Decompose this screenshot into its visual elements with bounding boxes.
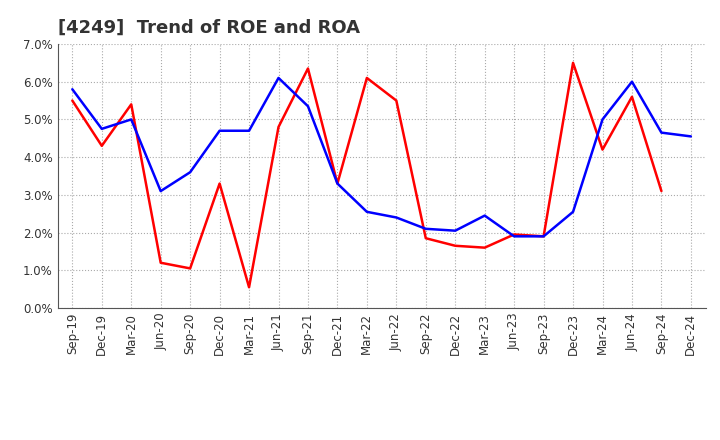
ROE xyxy=(363,75,372,81)
ROE xyxy=(97,143,106,148)
ROE xyxy=(215,181,224,186)
ROE xyxy=(628,94,636,99)
ROA xyxy=(304,103,312,109)
ROA xyxy=(392,215,400,220)
ROA xyxy=(539,234,548,239)
ROA xyxy=(569,209,577,214)
ROA xyxy=(68,87,76,92)
ROA xyxy=(598,117,607,122)
ROE xyxy=(304,66,312,71)
ROA xyxy=(510,234,518,239)
ROA xyxy=(363,209,372,214)
ROE xyxy=(245,285,253,290)
ROA xyxy=(245,128,253,133)
ROE xyxy=(68,98,76,103)
Text: [4249]  Trend of ROE and ROA: [4249] Trend of ROE and ROA xyxy=(58,19,359,37)
ROE xyxy=(480,245,489,250)
ROE xyxy=(569,60,577,66)
ROE xyxy=(186,266,194,271)
ROE xyxy=(274,125,283,130)
ROA xyxy=(156,188,165,194)
ROE xyxy=(598,147,607,152)
ROE xyxy=(539,234,548,239)
ROE xyxy=(127,102,135,107)
ROE xyxy=(510,232,518,237)
ROE xyxy=(156,260,165,265)
ROA xyxy=(480,213,489,218)
ROA xyxy=(628,79,636,84)
ROA xyxy=(687,134,696,139)
ROE xyxy=(421,235,430,241)
Line: ROE: ROE xyxy=(72,63,662,287)
ROE xyxy=(657,188,666,194)
ROA xyxy=(657,130,666,135)
ROA xyxy=(274,75,283,81)
ROA xyxy=(215,128,224,133)
ROE xyxy=(333,181,342,186)
ROA xyxy=(127,117,135,122)
ROA xyxy=(97,126,106,132)
ROE xyxy=(392,98,400,103)
ROA xyxy=(186,169,194,175)
ROA xyxy=(451,228,459,233)
Line: ROA: ROA xyxy=(72,78,691,236)
ROE xyxy=(451,243,459,249)
ROA xyxy=(333,181,342,186)
ROA xyxy=(421,226,430,231)
